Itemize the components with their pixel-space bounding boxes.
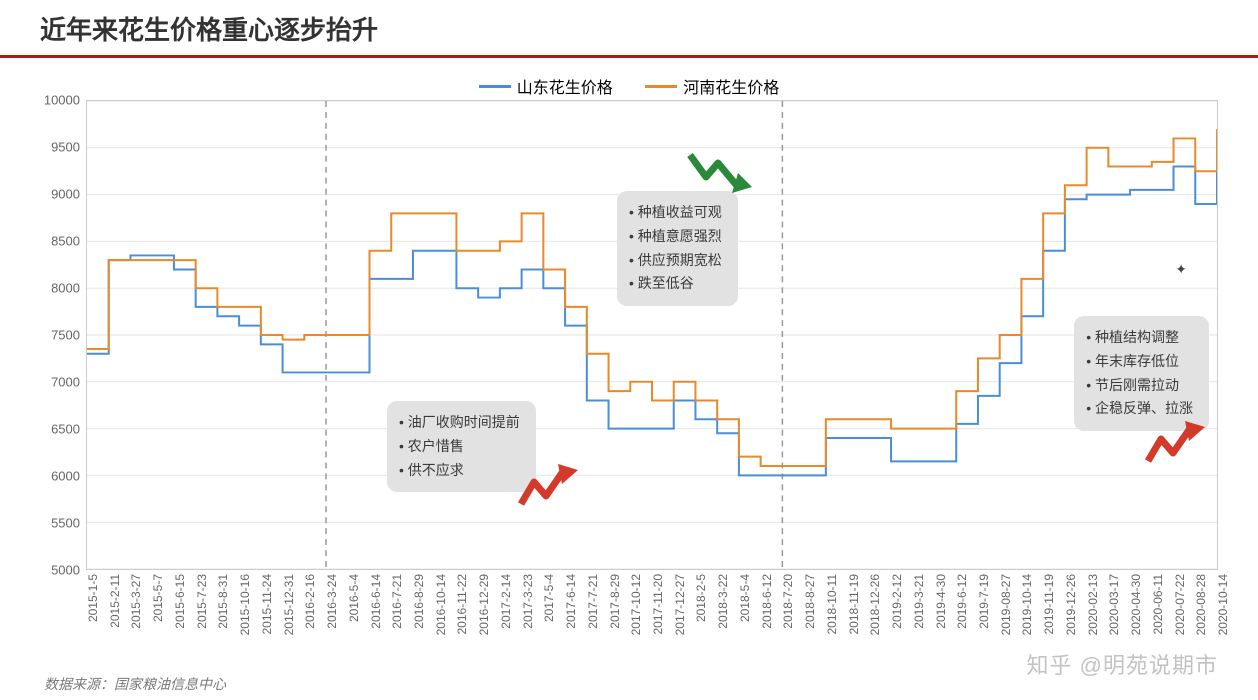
x-tick: 2016-10-14 <box>434 574 448 635</box>
y-tick: 8500 <box>51 234 80 249</box>
x-tick: 2015-2-11 <box>108 574 122 628</box>
x-tick: 2015-11-24 <box>260 574 274 635</box>
x-tick: 2019-3-21 <box>912 574 926 629</box>
x-tick: 2015-6-15 <box>173 574 187 629</box>
x-tick: 2016-6-14 <box>369 574 383 629</box>
callout-rebound: 种植结构调整 年末库存低位 节后刚需拉动 企稳反弹、拉涨 <box>1074 316 1209 431</box>
plot: 油厂收购时间提前 农户惜售 供不应求 种植收益可观 种植意愿强烈 <box>86 100 1218 570</box>
x-tick: 2020-03-17 <box>1107 574 1121 635</box>
x-tick: 2019-10-14 <box>1020 574 1034 635</box>
x-tick: 2015-5-7 <box>151 574 165 622</box>
arrow-up-icon <box>1143 419 1213 469</box>
plot-svg <box>87 101 1217 569</box>
callout-3-item: 企稳反弹、拉涨 <box>1086 397 1193 421</box>
x-tick: 2019-7-19 <box>977 574 991 629</box>
callout-1-item: 油厂收购时间提前 <box>399 411 520 435</box>
x-tick: 2020-10-14 <box>1216 574 1230 635</box>
x-tick: 2017-6-14 <box>564 574 578 629</box>
x-tick: 2018-2-5 <box>694 574 708 622</box>
y-tick: 6500 <box>51 422 80 437</box>
x-tick: 2016-2-16 <box>303 574 317 629</box>
x-tick: 2018-8-27 <box>803 574 817 629</box>
callout-2-item: 跌至低谷 <box>629 272 722 296</box>
x-tick: 2018-5-4 <box>738 574 752 622</box>
x-tick: 2016-8-29 <box>412 574 426 629</box>
x-tick: 2018-12-26 <box>868 574 882 635</box>
x-tick: 2017-11-20 <box>651 574 665 635</box>
x-tick: 2016-3-24 <box>325 574 339 629</box>
y-tick: 5500 <box>51 516 80 531</box>
y-tick: 10000 <box>44 93 80 108</box>
x-tick: 2016-7-21 <box>390 574 404 629</box>
x-tick: 2019-12-26 <box>1064 574 1078 635</box>
arrow-down-icon <box>684 149 764 199</box>
y-tick: 6000 <box>51 469 80 484</box>
y-tick: 5000 <box>51 563 80 578</box>
x-tick: 2017-2-14 <box>499 574 513 629</box>
x-tick: 2017-3-23 <box>521 574 535 629</box>
x-tick: 2020-07-22 <box>1173 574 1187 635</box>
x-tick: 2015-1-5 <box>86 574 100 622</box>
legend-swatch-2 <box>645 85 677 88</box>
x-tick: 2016-12-29 <box>477 574 491 635</box>
callout-decline: 种植收益可观 种植意愿强烈 供应预期宽松 跌至低谷 <box>617 191 738 306</box>
y-tick: 7000 <box>51 375 80 390</box>
x-tick: 2020-02-13 <box>1086 574 1100 635</box>
x-tick: 2016-11-22 <box>455 574 469 635</box>
x-tick: 2018-10-11 <box>825 574 839 635</box>
callout-2-item: 种植收益可观 <box>629 201 722 225</box>
legend-item-henan: 河南花生价格 <box>645 74 779 98</box>
cursor-icon: ✦ <box>1175 261 1187 278</box>
x-axis: 2015-1-5 2015-2-11 2015-3-27 2015-5-7 2015-6… <box>86 570 1218 660</box>
callout-3-item: 节后刚需拉动 <box>1086 374 1193 398</box>
x-tick: 2019-6-12 <box>955 574 969 629</box>
legend-item-shandong: 山东花生价格 <box>479 74 613 98</box>
x-tick: 2018-7-20 <box>781 574 795 629</box>
x-tick: 2020-08-28 <box>1194 574 1208 635</box>
x-tick: 2018-11-19 <box>847 574 861 635</box>
legend-label-1: 山东花生价格 <box>517 74 613 98</box>
arrow-up-icon <box>516 462 586 512</box>
x-tick: 2016-5-4 <box>347 574 361 622</box>
x-tick: 2019-08-27 <box>999 574 1013 635</box>
x-tick: 2020-06-11 <box>1151 574 1165 635</box>
callout-early-rise: 油厂收购时间提前 农户惜售 供不应求 <box>387 401 536 492</box>
x-tick: 2019-2-12 <box>890 574 904 629</box>
page-title: 近年来花生价格重心逐步抬升 <box>40 10 1218 47</box>
x-tick: 2015-8-31 <box>216 574 230 629</box>
callout-2-item: 种植意愿强烈 <box>629 225 722 249</box>
y-tick: 9000 <box>51 187 80 202</box>
data-source: 数据来源：国家粮油信息中心 <box>44 674 226 694</box>
legend: 山东花生价格 河南花生价格 <box>30 70 1228 100</box>
x-tick: 2019-11-19 <box>1042 574 1056 635</box>
callout-1-item: 供不应求 <box>399 459 520 483</box>
x-tick: 2015-10-16 <box>238 574 252 635</box>
chart-area: 山东花生价格 河南花生价格 5000 5500 6000 6500 7000 7500 80… <box>30 70 1228 670</box>
y-tick: 8000 <box>51 281 80 296</box>
legend-label-2: 河南花生价格 <box>683 74 779 98</box>
callout-1-item: 农户惜售 <box>399 435 520 459</box>
y-tick: 7500 <box>51 328 80 343</box>
x-tick: 2018-3-22 <box>716 574 730 629</box>
x-tick: 2019-4-30 <box>934 574 948 629</box>
x-tick: 2015-3-27 <box>129 574 143 629</box>
x-tick: 2017-5-4 <box>542 574 556 622</box>
callout-3-item: 种植结构调整 <box>1086 326 1193 350</box>
legend-swatch-1 <box>479 85 511 88</box>
x-tick: 2015-7-23 <box>195 574 209 629</box>
y-tick: 9500 <box>51 140 80 155</box>
title-bar: 近年来花生价格重心逐步抬升 <box>0 0 1258 58</box>
x-tick: 2017-12-27 <box>673 574 687 635</box>
callout-2-item: 供应预期宽松 <box>629 249 722 273</box>
x-tick: 2018-6-12 <box>760 574 774 629</box>
x-tick: 2017-10-12 <box>629 574 643 635</box>
y-axis: 5000550060006500700075008000850090009500… <box>30 100 86 570</box>
x-tick: 2017-8-29 <box>608 574 622 629</box>
x-tick: 2015-12-31 <box>282 574 296 635</box>
watermark: 知乎 @明苑说期市 <box>1027 648 1218 680</box>
x-tick: 2017-7-21 <box>586 574 600 629</box>
x-tick: 2020-04-30 <box>1129 574 1143 635</box>
callout-3-item: 年末库存低位 <box>1086 350 1193 374</box>
